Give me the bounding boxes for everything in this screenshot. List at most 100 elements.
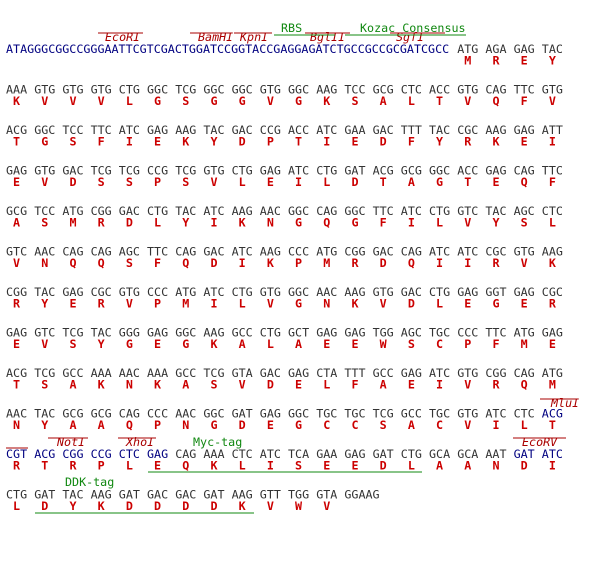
codon: GGG [119, 326, 140, 340]
codon: GGC [288, 83, 309, 97]
amino-acid: A [408, 175, 415, 189]
amino-acid: T [549, 418, 556, 432]
amino-acid: E [323, 337, 330, 351]
amino-acid: Y [41, 418, 48, 432]
enzyme-label: EcoRV [522, 435, 558, 449]
amino-acid: E [13, 337, 20, 351]
codon: TAC [34, 285, 55, 299]
amino-acid: D [182, 499, 189, 513]
amino-acid: F [549, 175, 556, 189]
amino-acid: S [380, 418, 387, 432]
amino-acid: G [210, 94, 217, 108]
amino-acid: Y [492, 216, 499, 230]
codon: ATC [288, 164, 309, 178]
codon: TAC [542, 42, 563, 56]
codon: GTG [34, 83, 55, 97]
codon: AAC [6, 407, 27, 421]
codon: GCG [373, 83, 394, 97]
amino-acid: I [436, 378, 443, 392]
codon: AAC [260, 204, 281, 218]
codon: CTG [147, 204, 168, 218]
amino-acid: A [408, 418, 415, 432]
codon: TCG [91, 164, 112, 178]
amino-acid: M [521, 337, 528, 351]
codon: GAA [344, 123, 365, 137]
codon: AAG [260, 245, 281, 259]
amino-acid: Q [521, 175, 528, 189]
codon: GAT [514, 447, 535, 461]
amino-acid: A [380, 378, 387, 392]
amino-acid: Q [182, 459, 189, 473]
amino-acid: A [69, 418, 76, 432]
codon: GGC [147, 83, 168, 97]
amino-acid: G [210, 418, 217, 432]
codon: GAT [373, 447, 394, 461]
codon: CCC [457, 326, 478, 340]
amino-acid: Y [69, 499, 76, 513]
codon: ATC [260, 447, 281, 461]
amino-acid: L [239, 297, 246, 311]
codon: GAG [514, 285, 535, 299]
amino-acid: L [521, 418, 528, 432]
codon: GGC [288, 407, 309, 421]
enzyme-label: XhoI [125, 435, 154, 449]
amino-acid: S [41, 378, 48, 392]
codon: GAG [401, 366, 422, 380]
amino-acid: V [126, 297, 133, 311]
amino-acid: K [98, 499, 105, 513]
codon: GAT [344, 164, 365, 178]
amino-acid: E [323, 459, 330, 473]
amino-acid: E [408, 378, 415, 392]
amino-acid: G [41, 135, 48, 149]
codon: ATC [485, 407, 506, 421]
amino-acid: E [267, 175, 274, 189]
amino-acid: F [408, 135, 415, 149]
codon: GAC [373, 245, 394, 259]
amino-acid: N [41, 256, 48, 270]
codon: TAC [62, 488, 83, 502]
codon: CGG [344, 245, 365, 259]
amino-acid: R [13, 459, 21, 473]
amino-acid: I [464, 256, 471, 270]
codon: AAG [91, 488, 112, 502]
amino-acid: V [464, 378, 471, 392]
codon: GAG [316, 326, 337, 340]
codon: GGC [203, 407, 224, 421]
amino-acid: V [98, 94, 105, 108]
codon: CAG [514, 164, 535, 178]
amino-acid: Q [69, 256, 76, 270]
enzyme-label: MluI [550, 396, 579, 410]
amino-acid: S [351, 94, 358, 108]
codon: GAG [514, 123, 535, 137]
codon: GCA [457, 447, 478, 461]
amino-acid: P [154, 297, 161, 311]
codon: GGC [34, 123, 55, 137]
amino-acid: A [98, 418, 105, 432]
codon: CTG [316, 164, 337, 178]
codon: GTG [34, 164, 55, 178]
amino-acid: R [492, 54, 500, 68]
codon: CGT [6, 447, 27, 461]
codon: GAG [147, 447, 168, 461]
codon: CGG [91, 204, 112, 218]
codon: TGC [429, 326, 450, 340]
sequence-prefix: ATAGGGCGGCCGGGAATTCGTCGACTGGATCCGGTACCGA… [6, 42, 449, 56]
amino-acid: L [267, 337, 274, 351]
codon: CGC [457, 123, 478, 137]
codon: CAG [401, 245, 422, 259]
codon: ATC [429, 245, 450, 259]
enzyme-label: KpnI [239, 30, 268, 44]
codon: GAG [542, 326, 563, 340]
codon: CCC [288, 245, 309, 259]
codon: AAC [175, 407, 196, 421]
codon: GGC [344, 204, 365, 218]
amino-acid: K [239, 499, 246, 513]
codon: GCC [175, 366, 196, 380]
codon: TTC [542, 164, 563, 178]
amino-acid: V [464, 94, 471, 108]
codon: TTC [147, 245, 168, 259]
codon: CTC [542, 204, 563, 218]
amino-acid: E [267, 418, 274, 432]
amino-acid: D [126, 499, 133, 513]
codon: TCG [34, 366, 55, 380]
